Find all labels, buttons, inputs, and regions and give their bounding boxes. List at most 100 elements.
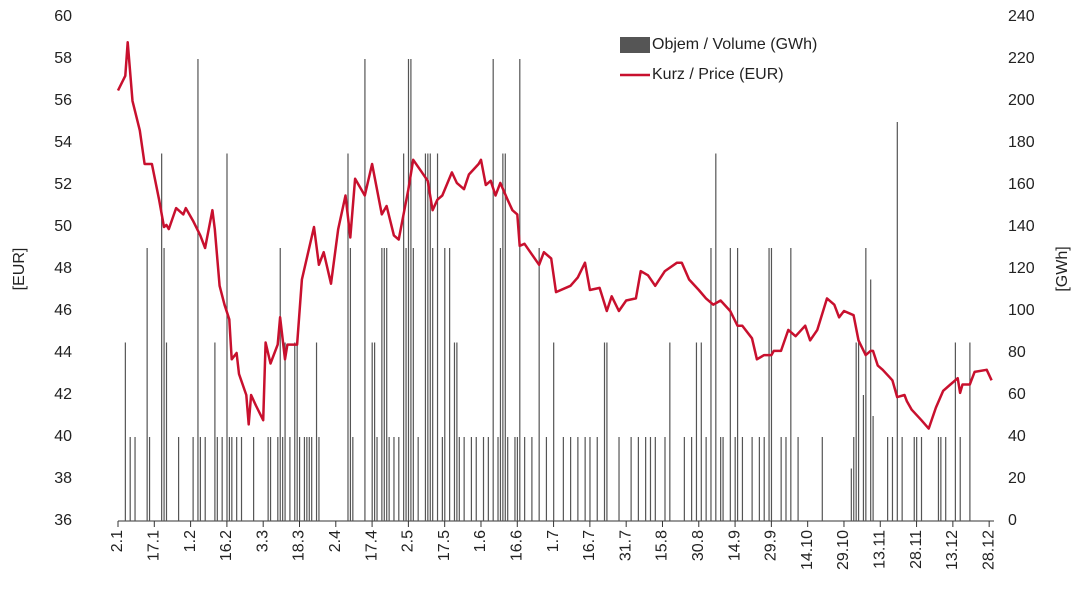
volume-bar bbox=[393, 437, 395, 521]
volume-bar bbox=[403, 153, 405, 521]
volume-bar bbox=[519, 59, 521, 521]
y2-tick-label: 20 bbox=[1008, 470, 1026, 487]
volume-bar bbox=[664, 437, 666, 521]
x-tick-label: 29.10 bbox=[835, 530, 852, 570]
volume-bar bbox=[231, 437, 233, 521]
volume-bar bbox=[410, 59, 412, 521]
volume-bar bbox=[603, 342, 606, 521]
volume-bar bbox=[364, 59, 366, 521]
volume-bar bbox=[669, 342, 671, 521]
volume-bar bbox=[872, 416, 874, 521]
volume-bar bbox=[308, 437, 310, 521]
volume-bar bbox=[538, 248, 540, 521]
volume-bar bbox=[705, 437, 707, 521]
volume-bar bbox=[371, 342, 373, 521]
volume-bar bbox=[475, 437, 477, 521]
volume-bar bbox=[770, 248, 773, 521]
volume-bar bbox=[691, 437, 693, 521]
volume-bar bbox=[913, 437, 915, 521]
x-tick-label: 16.7 bbox=[581, 530, 598, 561]
volume-bar bbox=[780, 437, 782, 521]
y-tick-label: 52 bbox=[54, 176, 72, 193]
legend-label: Kurz / Price (EUR) bbox=[652, 66, 784, 83]
volume-bar bbox=[562, 437, 564, 521]
x-tick-label: 28.12 bbox=[980, 530, 997, 570]
legend-label: Objem / Volume (GWh) bbox=[652, 36, 817, 53]
volume-bar bbox=[516, 437, 518, 521]
volume-bar bbox=[969, 342, 971, 521]
volume-bar bbox=[790, 248, 792, 521]
volume-bar bbox=[470, 437, 473, 521]
volume-bar bbox=[959, 437, 961, 521]
volume-bar bbox=[129, 437, 131, 521]
volume-bar bbox=[487, 437, 489, 521]
x-tick-label: 15.8 bbox=[654, 530, 671, 561]
volume-bar bbox=[630, 437, 632, 521]
volume-bar bbox=[645, 437, 647, 521]
volume-bar bbox=[386, 248, 388, 521]
volume-bar bbox=[514, 437, 516, 521]
volume-bar bbox=[463, 437, 465, 521]
x-tick-label: 1.2 bbox=[182, 530, 199, 552]
volume-bar bbox=[388, 437, 390, 521]
volume-bar bbox=[596, 437, 598, 521]
volume-bar bbox=[214, 342, 216, 521]
volume-bar bbox=[269, 437, 272, 521]
price-line bbox=[116, 40, 993, 430]
volume-bar bbox=[734, 437, 736, 521]
volume-bar bbox=[284, 342, 286, 521]
x-tick-label: 17.4 bbox=[363, 530, 380, 561]
volume-bar bbox=[821, 437, 823, 521]
volume-bar bbox=[637, 437, 639, 521]
volume-bar bbox=[497, 437, 499, 521]
volume-bar bbox=[352, 437, 354, 521]
volume-bar bbox=[589, 437, 591, 521]
y-tick-label: 36 bbox=[54, 512, 72, 529]
volume-bar bbox=[683, 437, 685, 521]
volume-bar bbox=[236, 437, 238, 521]
volume-bar bbox=[722, 437, 724, 521]
y-tick-label: 38 bbox=[54, 470, 72, 487]
x-tick-label: 1.6 bbox=[472, 530, 489, 552]
y-tick-label: 40 bbox=[54, 428, 72, 445]
volume-bar bbox=[216, 437, 218, 521]
volume-bar bbox=[449, 248, 451, 521]
volume-bar bbox=[502, 153, 504, 521]
x-tick-label: 31.7 bbox=[617, 530, 634, 561]
volume-bar bbox=[405, 248, 407, 521]
volume-bar bbox=[850, 468, 852, 521]
volume-bar bbox=[570, 437, 572, 521]
volume-bar bbox=[768, 248, 770, 521]
volume-bar bbox=[398, 437, 400, 521]
volume-bar bbox=[412, 248, 414, 521]
x-tick-label: 3.3 bbox=[254, 530, 271, 552]
volume-bar bbox=[710, 248, 712, 521]
volume-bar bbox=[524, 437, 526, 521]
volume-bar bbox=[134, 437, 136, 521]
volume-bar bbox=[165, 342, 168, 521]
y-tick-label: 42 bbox=[54, 386, 72, 403]
volume-bar bbox=[177, 437, 180, 521]
volume-bar bbox=[577, 437, 579, 521]
volume-bar bbox=[303, 437, 306, 521]
volume-bar bbox=[606, 342, 608, 521]
volume-bar bbox=[432, 248, 434, 521]
volume-bar bbox=[204, 437, 206, 521]
volume-bar bbox=[306, 437, 308, 521]
volume-bar bbox=[311, 437, 313, 521]
volume-bar bbox=[700, 342, 702, 521]
volume-bar bbox=[253, 437, 255, 521]
volume-bar bbox=[954, 342, 956, 521]
volume-bar bbox=[945, 437, 947, 521]
x-tick-label: 16.2 bbox=[218, 530, 235, 561]
volume-bar bbox=[221, 437, 223, 521]
y2-tick-label: 0 bbox=[1008, 512, 1017, 529]
volume-bar bbox=[163, 248, 165, 521]
y2-tick-label: 240 bbox=[1008, 8, 1035, 25]
volume-bar bbox=[545, 437, 548, 521]
volume-bar bbox=[729, 248, 731, 521]
volume-bar bbox=[279, 248, 281, 521]
volume-bar bbox=[161, 153, 163, 521]
volume-bar bbox=[736, 248, 739, 521]
volume-bar bbox=[649, 437, 652, 521]
